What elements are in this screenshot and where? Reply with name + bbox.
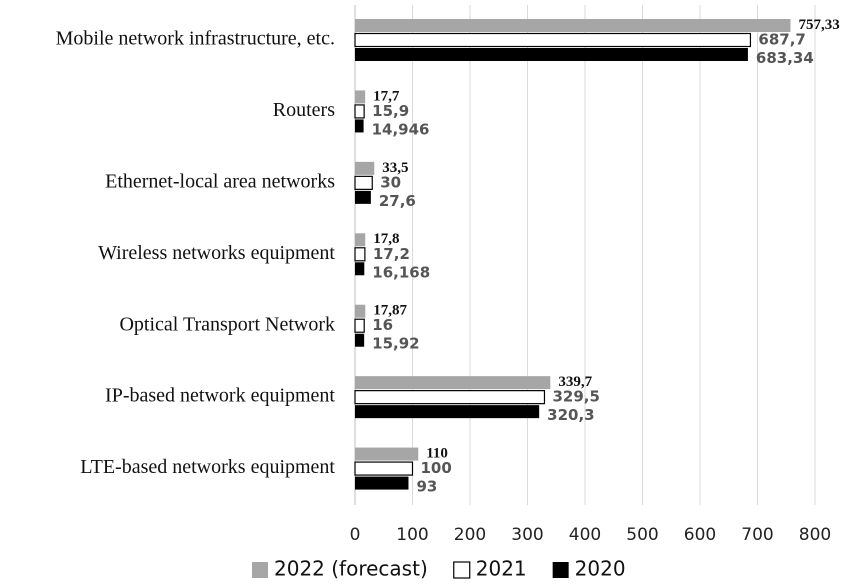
- x-tick-label: 800: [799, 525, 831, 545]
- bar: [355, 447, 419, 461]
- value-label: 30: [380, 173, 401, 191]
- category-label: LTE-based networks equipment: [80, 456, 335, 478]
- x-tick-label: 200: [454, 525, 486, 545]
- value-label: 93: [416, 478, 437, 496]
- value-label: 14,946: [372, 120, 430, 138]
- value-label: 17,8: [373, 231, 399, 247]
- legend-label: 2022 (forecast): [274, 557, 428, 581]
- category-label: IP-based network equipment: [105, 385, 335, 407]
- legend-swatch: [252, 562, 268, 578]
- x-tick-label: 0: [350, 525, 361, 545]
- x-tick-label: 400: [569, 525, 601, 545]
- value-label: 339,7: [558, 374, 592, 390]
- category-label: Routers: [273, 99, 335, 121]
- value-label: 27,6: [379, 192, 416, 210]
- bar: [355, 262, 365, 276]
- value-label: 16: [372, 316, 393, 334]
- legend-label: 2021: [476, 557, 527, 581]
- value-label: 329,5: [552, 388, 599, 406]
- value-label: 33,5: [382, 160, 408, 176]
- legend-swatch: [453, 561, 471, 579]
- value-label: 15,9: [372, 102, 409, 120]
- category-label: Wireless networks equipment: [98, 242, 335, 264]
- bar: [354, 461, 414, 476]
- value-label: 17,87: [373, 303, 407, 319]
- x-tick-label: 500: [626, 525, 658, 545]
- bar: [354, 104, 365, 119]
- x-tick-label: 700: [741, 525, 773, 545]
- bar: [355, 161, 375, 175]
- bar: [355, 119, 364, 133]
- category-label: Mobile network infrastructure, etc.: [56, 28, 335, 50]
- x-tick-label: 600: [684, 525, 716, 545]
- bar: [355, 48, 748, 61]
- bar: [354, 390, 546, 405]
- value-label: 16,168: [372, 263, 430, 281]
- bar: [354, 175, 373, 190]
- bar: [355, 304, 366, 318]
- value-label: 17,7: [373, 88, 400, 104]
- bar: [355, 190, 371, 204]
- bar: [354, 318, 365, 333]
- category-label: Optical Transport Network: [119, 313, 335, 335]
- bar: [355, 19, 791, 32]
- value-label: 15,92: [372, 335, 419, 353]
- bar: [355, 405, 540, 419]
- bar: [355, 333, 365, 347]
- x-tick-label: 300: [511, 525, 543, 545]
- bar: [354, 247, 366, 262]
- value-label: 17,2: [373, 245, 410, 263]
- value-label: 687,7: [758, 31, 805, 49]
- value-label: 683,34: [756, 49, 814, 67]
- bar: [355, 476, 409, 490]
- value-label: 110: [426, 446, 448, 462]
- bar: [355, 376, 551, 390]
- x-tick-label: 100: [396, 525, 428, 545]
- value-label: 320,3: [547, 406, 594, 424]
- bar: [355, 90, 366, 104]
- value-label: 100: [421, 459, 452, 477]
- legend-label: 2020: [575, 557, 626, 581]
- category-label: Ethernet-local area networks: [105, 170, 335, 192]
- legend-swatch: [552, 562, 569, 578]
- value-label: 757,33: [798, 17, 839, 33]
- bar: [355, 233, 366, 247]
- bar: [354, 32, 752, 48]
